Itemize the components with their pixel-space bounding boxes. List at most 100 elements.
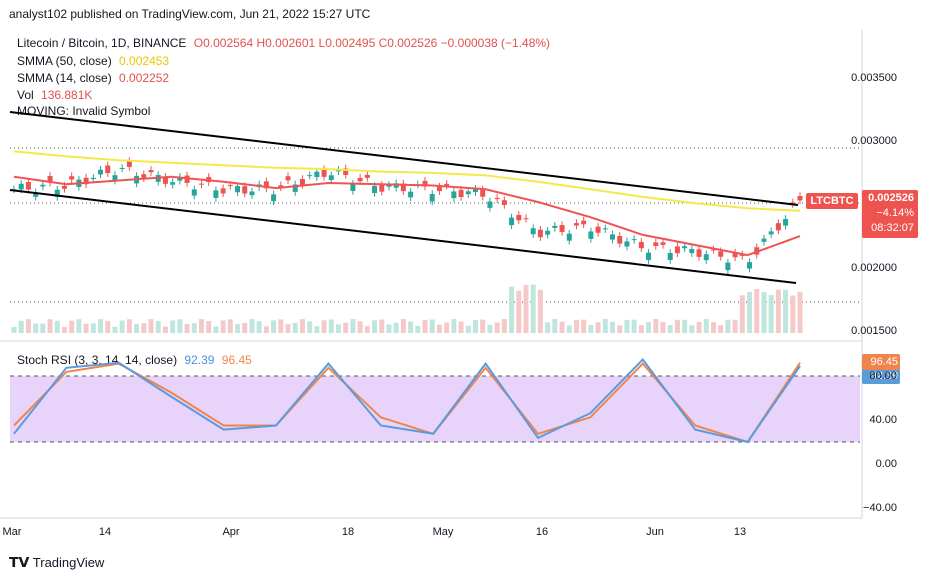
candle-body	[501, 200, 507, 205]
volume-bar	[552, 319, 558, 333]
volume-bar	[184, 323, 190, 333]
candle-body	[667, 252, 673, 261]
volume-bar	[126, 319, 132, 333]
volume-bar	[516, 290, 522, 333]
candle-body	[278, 185, 284, 188]
smma14-line	[13, 175, 801, 257]
volume-bar	[307, 321, 313, 333]
candle-body	[494, 197, 500, 200]
volume-bar	[18, 320, 24, 333]
candle-body	[54, 189, 60, 197]
candle-body	[581, 220, 587, 225]
candle-body	[292, 184, 298, 192]
candle-body	[739, 254, 745, 256]
volume-bar	[33, 323, 39, 333]
volume-bars	[11, 284, 803, 333]
volume-bar	[220, 320, 226, 333]
volume-bar	[545, 322, 551, 333]
time-tick: Mar	[2, 526, 22, 538]
volume-bar	[408, 321, 414, 333]
stoch-d-badge: 96.45	[870, 356, 898, 368]
volume-bar	[624, 319, 630, 333]
stoch-d-value: 96.45	[221, 353, 252, 367]
candles	[11, 157, 803, 274]
volume-bar	[350, 319, 356, 333]
candle-body	[783, 218, 789, 226]
stoch-k-value: 92.39	[184, 353, 215, 367]
volume-bar	[422, 320, 428, 333]
volume-bar	[400, 319, 406, 333]
smma50-legend: SMMA (50, close) 0.002453	[17, 54, 173, 68]
candle-body	[379, 185, 385, 192]
candle-body	[516, 214, 522, 221]
volume-bar	[105, 320, 111, 333]
symbol-name: Litecoin / Bitcoin, 1D, BINANCE	[17, 36, 187, 50]
candle-body	[141, 174, 147, 179]
volume-bar	[710, 322, 716, 333]
volume-bar	[170, 320, 176, 333]
candle-body	[624, 241, 630, 247]
volume-bar	[335, 324, 341, 333]
vol-value: 136.881K	[41, 88, 93, 102]
price-badge: 0.002526	[868, 192, 914, 204]
volume-bar	[393, 322, 399, 333]
volume-bar	[249, 319, 255, 333]
volume-bar	[573, 319, 579, 333]
candle-body	[530, 228, 536, 235]
volume-bar	[610, 321, 616, 333]
candle-body	[573, 223, 579, 226]
candle-body	[588, 231, 594, 239]
volume-bar	[69, 320, 75, 333]
candle-body	[509, 217, 515, 226]
tradingview-logo[interactable]: 𝗧𝗩 TradingView	[9, 554, 104, 571]
volume-bar	[638, 325, 644, 333]
volume-bar	[112, 326, 118, 333]
volume-bar	[646, 322, 652, 333]
candle-body	[170, 182, 176, 185]
volume-bar	[83, 323, 89, 333]
price-tick: 0.002000	[851, 262, 897, 274]
candle-body	[653, 242, 659, 247]
candle-body	[436, 186, 442, 192]
candle-body	[537, 229, 543, 238]
stoch-k-badge-bg	[862, 368, 900, 384]
volume-bar	[357, 321, 363, 333]
volume-bar	[256, 321, 262, 333]
candle-body	[595, 226, 601, 233]
candle-body	[69, 176, 75, 180]
volume-bar	[754, 289, 760, 333]
candle-body	[33, 192, 39, 197]
volume-bar	[11, 327, 17, 333]
candle-body	[718, 251, 724, 257]
candle-body	[263, 181, 269, 189]
candle-body	[299, 179, 305, 185]
volume-bar	[98, 319, 104, 333]
symbol-legend: Litecoin / Bitcoin, 1D, BINANCE O0.00256…	[17, 36, 554, 50]
candle-body	[451, 191, 457, 199]
volume-bar	[653, 319, 659, 333]
price-badge-bg	[862, 190, 918, 238]
stoch-legend: Stoch RSI (3, 3, 14, 14, close) 92.39 96…	[17, 353, 256, 367]
candle-body	[235, 186, 241, 193]
candle-body	[429, 194, 435, 202]
volume-bar	[47, 319, 53, 333]
stoch-k-badge: 92.39	[870, 370, 898, 382]
tv-logo-text: TradingView	[32, 555, 105, 570]
candle-body	[119, 167, 125, 169]
volume-bar	[465, 325, 471, 333]
volume-bar	[682, 319, 688, 333]
volume-bar	[61, 326, 67, 333]
candle-body	[545, 230, 551, 235]
volume-bar	[242, 322, 248, 333]
volume-bar	[198, 319, 204, 333]
candle-body	[162, 176, 168, 184]
price-tick: 0.001500	[851, 325, 897, 337]
time-tick: 18	[341, 526, 355, 538]
volume-bar	[761, 292, 767, 333]
stoch-tick: 80.00	[869, 370, 897, 382]
moving-label: MOVING: Invalid Symbol	[17, 104, 151, 118]
candle-body	[372, 185, 378, 194]
volume-bar	[595, 322, 601, 333]
volume-bar	[660, 321, 666, 333]
